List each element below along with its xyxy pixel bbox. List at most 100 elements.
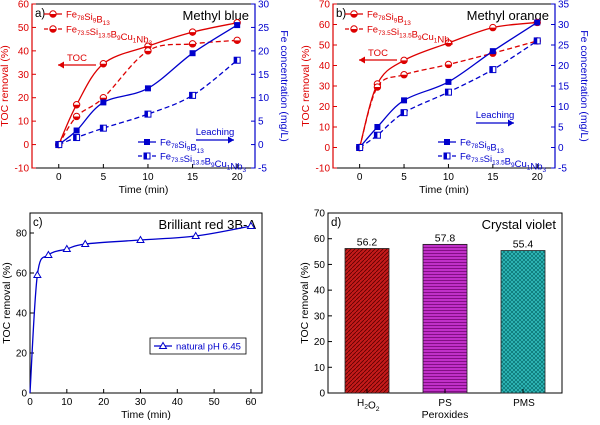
x-tick-label: 10 — [61, 397, 73, 408]
panel-label: b) — [336, 8, 346, 20]
y-tick-label: 60 — [319, 20, 331, 31]
data-point-s0-3-fill — [445, 42, 452, 47]
leaching-arrow-head — [228, 136, 234, 144]
chart-panel-c: 0 20 40 60 80 0 10 20 30 40 50 60 Time (min) TOC remo… — [1, 212, 263, 421]
data-point-s2-4 — [489, 48, 496, 55]
y-tick-label: 30 — [314, 311, 326, 322]
y-tick-label: -10 — [316, 164, 331, 175]
panel-label: c) — [33, 217, 43, 229]
data-point-s2-5 — [234, 22, 241, 29]
y-tick-label: 10 — [18, 117, 30, 128]
data-point-s3-5-fill — [534, 37, 538, 44]
data-point-s2-3 — [144, 85, 151, 92]
y-tick-label: 30 — [18, 70, 30, 81]
data-point-s3-4-fill — [489, 66, 493, 73]
chart-panel-a: -10 0 10 20 30 40 50 60 -5 0 5 10 15 20 25 30 0 5 10 15 20 Ti… — [0, 0, 290, 196]
y-tick-label: 20 — [18, 93, 30, 104]
y2-tick-label: 20 — [258, 46, 270, 57]
legend-label: natural pH 6.45 — [176, 342, 241, 353]
y2-tick-label: 25 — [258, 23, 270, 34]
data-point-s3-5-fill — [234, 57, 238, 64]
x-tick-label: 10 — [443, 172, 455, 183]
y2-tick-label: -5 — [258, 164, 267, 175]
data-point-s3-2-fill — [401, 109, 405, 116]
data-point-s2-4 — [189, 50, 196, 57]
y-tick-label: 50 — [18, 23, 30, 34]
y-tick-label: 60 — [16, 269, 28, 280]
legend-marker-fill — [350, 14, 358, 18]
y2-tick-label: 30 — [558, 20, 570, 31]
data-point-3 — [62, 244, 72, 252]
legend-label: Fe73.5Si13.5B9Cu1Nb3 — [367, 25, 454, 48]
y-tick-label: 70 — [319, 0, 331, 11]
y-tick-label: 50 — [314, 260, 326, 271]
y2-tick-label: 15 — [258, 70, 270, 81]
legend-marker — [158, 341, 168, 349]
series-line-1 — [359, 40, 538, 148]
y2-tick-label: 10 — [558, 102, 570, 113]
y2-axis-label: Fe concentration (mg/L) — [578, 30, 590, 141]
y-tick-label: 20 — [16, 349, 28, 360]
y-tick-label: 70 — [314, 209, 326, 220]
data-point-s2-1 — [73, 127, 80, 134]
leaching-arrow-head — [508, 119, 514, 127]
x-tick-label: 5 — [101, 172, 107, 183]
x-tick-label: 0 — [56, 172, 62, 183]
chart-title: Brilliant red 3B-A — [158, 217, 256, 232]
data-point-2 — [44, 250, 53, 258]
data-point-s3-3-fill — [445, 89, 449, 96]
leaching-arrow-label: Leaching — [196, 127, 235, 138]
x-tick-label: 0 — [27, 397, 33, 408]
legend-label: Fe73.5Si13.5B9Cu1Nb3 — [66, 25, 153, 48]
y2-tick-label: -5 — [558, 164, 567, 175]
legend-marker-fill — [49, 29, 57, 33]
bar-0 — [344, 248, 390, 394]
x-axis-label: Time (min) — [119, 184, 169, 196]
panel-label: a) — [35, 8, 45, 20]
data-point-6 — [191, 231, 201, 239]
data-point-1 — [32, 270, 42, 278]
y-tick-label: 20 — [319, 102, 331, 113]
y-axis-label: TOC removal (%) — [299, 262, 311, 343]
data-point-s2-2 — [401, 97, 408, 104]
x-tick-label: 50 — [209, 397, 221, 408]
bar-value-label: 57.8 — [435, 232, 456, 244]
x-tick-label: 5 — [401, 172, 407, 183]
data-point-s3-4-fill — [189, 92, 193, 99]
data-point-5 — [136, 235, 145, 243]
y2-tick-label: 5 — [258, 117, 264, 128]
x-axis-label: Time (min) — [419, 184, 469, 196]
bar-value-label: 56.2 — [357, 236, 378, 248]
series-line-0 — [58, 22, 238, 145]
legend-marker-fill — [49, 14, 57, 18]
y-tick-label: 0 — [21, 389, 27, 400]
data-point-s2-5 — [534, 19, 541, 26]
chart-panel-b: -10 0 10 20 30 40 50 60 70 -5 0 5 10 15 20 25 30 35 0 5 10 15… — [300, 0, 590, 196]
y2-tick-label: 35 — [558, 0, 570, 11]
y2-tick-label: 10 — [258, 93, 270, 104]
data-point-s3-3-fill — [144, 111, 148, 118]
y-tick-label: -10 — [15, 164, 30, 175]
x-tick-label: 30 — [135, 397, 147, 408]
data-point-s1-4-fill — [189, 43, 196, 48]
y-tick-label: 10 — [319, 123, 331, 134]
legend-label: Fe78Si9B13 — [160, 138, 204, 156]
x-tick-label: PS — [438, 398, 452, 409]
x-axis-label: Time (min) — [121, 409, 171, 421]
y-tick-label: 0 — [324, 143, 330, 154]
chart-panel-d: 0 10 20 30 40 50 60 70 Peroxides TOC removal (%) d… — [299, 209, 563, 421]
data-point-s3-0-fill — [55, 141, 59, 148]
data-point-s1-1-fill — [374, 87, 381, 91]
bar-value-label: 55.4 — [513, 239, 534, 251]
toc-arrow-head — [359, 56, 365, 64]
data-point-s1-5-fill — [233, 40, 241, 44]
data-point-s0-2-fill — [100, 63, 107, 67]
data-point-s0-4-fill — [489, 27, 497, 31]
x-tick-label: 60 — [245, 397, 257, 408]
x-tick-label: H2O2 — [357, 398, 380, 413]
legend-marker — [444, 139, 450, 145]
leaching-arrow-label: Leaching — [476, 110, 515, 121]
data-point-4 — [80, 239, 90, 247]
toc-arrow-label: TOC — [67, 53, 87, 64]
